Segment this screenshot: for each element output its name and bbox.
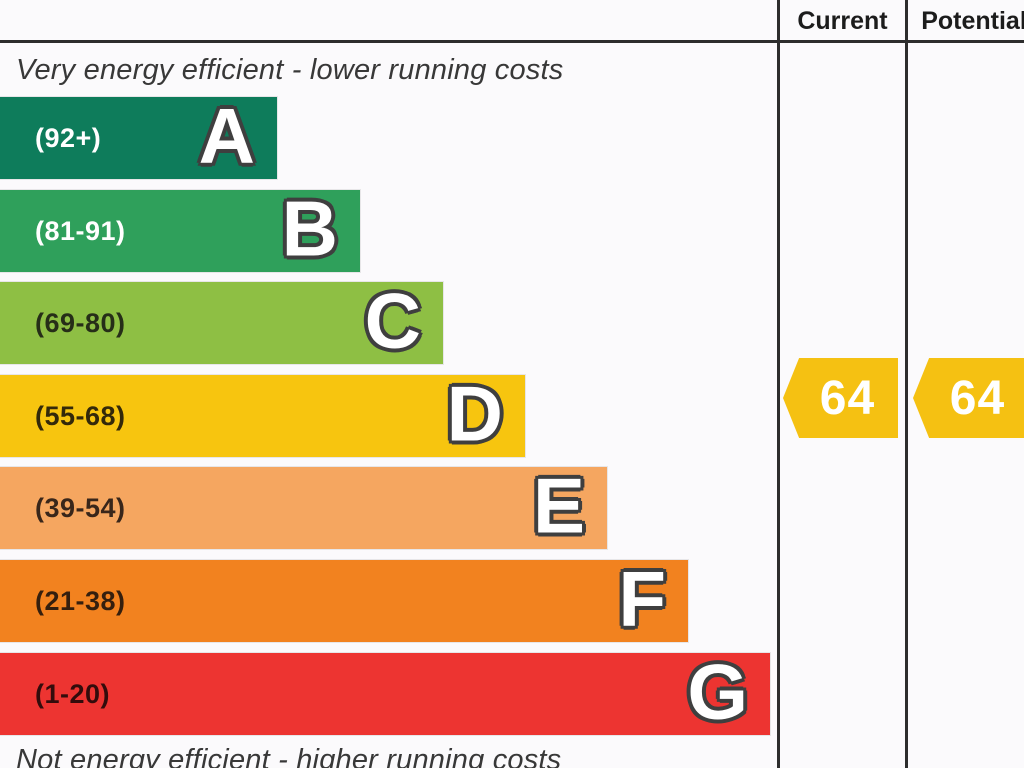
- potential-rating-value: 64: [949, 371, 1006, 425]
- current-rating-value: 64: [819, 371, 876, 425]
- band-d-letter: D: [446, 369, 503, 458]
- current-rating-arrow: 64: [783, 358, 898, 438]
- top-caption: Very energy efficient - lower running co…: [16, 54, 564, 86]
- band-c: (69-80) C: [0, 282, 443, 364]
- band-f: (21-38) F: [0, 560, 688, 642]
- band-g-range-label: (1-20): [35, 679, 111, 709]
- current-column-header: Current: [797, 7, 888, 35]
- band-b: (81-91) B: [0, 190, 360, 272]
- potential-column-header: Potential: [921, 7, 1024, 35]
- band-b-range-label: (81-91): [35, 216, 126, 246]
- band-e-letter: E: [532, 461, 585, 550]
- band-d-range-label: (55-68): [35, 401, 126, 431]
- header-divider: [0, 40, 1024, 43]
- bottom-caption: Not energy efficient - higher running co…: [16, 744, 562, 768]
- band-f-range-label: (21-38): [35, 586, 126, 616]
- divider-potential-column: [905, 0, 908, 768]
- band-f-letter: F: [618, 554, 666, 643]
- band-a-range-label: (92+): [35, 123, 102, 153]
- band-c-range-label: (69-80): [35, 308, 126, 338]
- band-a: (92+) A: [0, 97, 277, 179]
- band-e: (39-54) E: [0, 467, 607, 549]
- band-e-range-label: (39-54): [35, 493, 126, 523]
- divider-current-column: [777, 0, 780, 768]
- band-a-letter: A: [198, 91, 255, 180]
- band-b-letter: B: [281, 184, 338, 273]
- band-c-letter: C: [364, 276, 421, 365]
- band-g: (1-20) G: [0, 653, 770, 735]
- band-d: (55-68) D: [0, 375, 525, 457]
- band-g-letter: G: [687, 647, 748, 736]
- potential-rating-arrow: 64: [913, 358, 1024, 438]
